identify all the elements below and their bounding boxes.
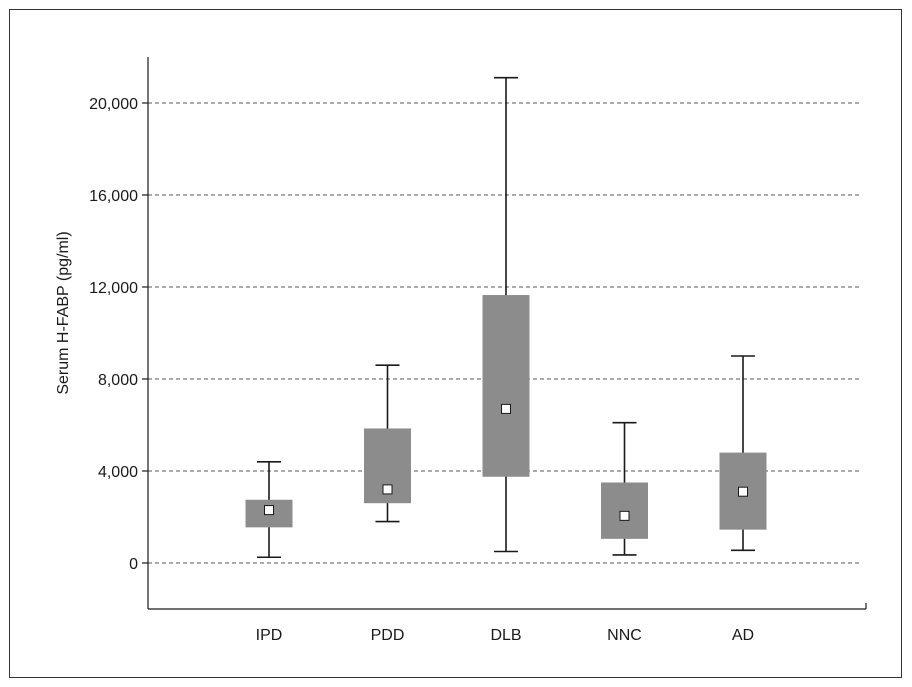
y-tick-label: 12,000 [89, 280, 138, 297]
x-tick-label: IPD [256, 627, 283, 644]
median-marker [264, 505, 274, 516]
median-marker [382, 484, 393, 495]
y-tick-label: 16,000 [89, 188, 138, 205]
iqr-box [482, 295, 530, 477]
x-tick-label: NNC [607, 627, 642, 644]
median-marker [501, 403, 511, 414]
x-tick-label: DLB [490, 627, 521, 644]
box-pdd [364, 364, 411, 523]
x-tick-label: AD [732, 627, 754, 644]
iqr-box [601, 482, 648, 539]
box-ipd [245, 460, 293, 559]
y-tick-label: 4,000 [98, 464, 138, 481]
y-tick-label: 0 [129, 556, 138, 573]
y-tick-label: 8,000 [98, 372, 138, 389]
axis-layer [147, 57, 866, 610]
y-tick-label: 20,000 [89, 96, 138, 113]
box-ad [719, 355, 767, 552]
box-layer [245, 76, 767, 559]
median-marker [619, 510, 630, 521]
box-dlb [482, 76, 530, 553]
box-nnc [601, 421, 648, 556]
chart-frame [9, 9, 902, 678]
median-marker [738, 486, 748, 497]
y-axis-label: Serum H-FABP (pg/ml) [55, 231, 72, 394]
label-layer: 0 4,000 8,000 12,000 16,000 20,000 IPD PDD DLB NN… [89, 96, 754, 644]
x-tick-label: PDD [371, 627, 405, 644]
